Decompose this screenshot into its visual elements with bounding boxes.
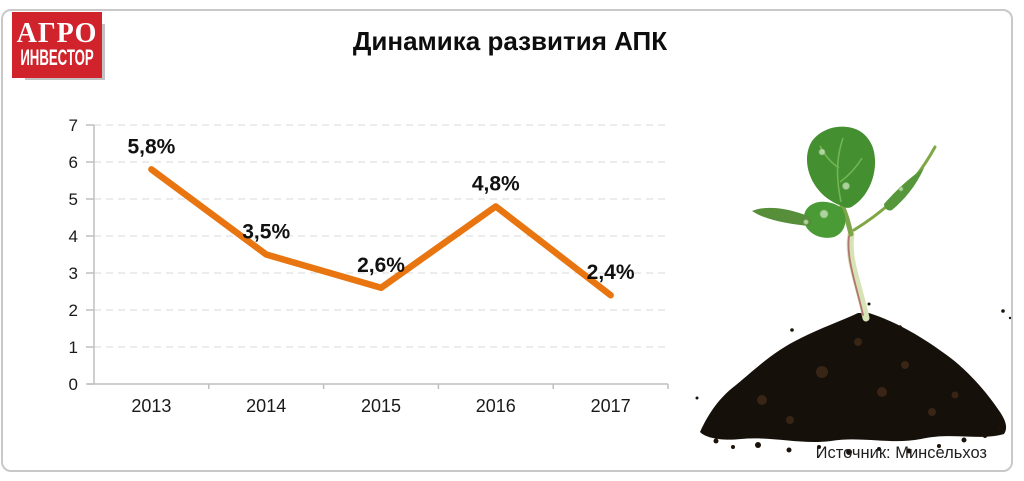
stem-icon bbox=[846, 230, 870, 322]
data-label: 2,4% bbox=[587, 261, 635, 284]
y-tick-label: 1 bbox=[69, 338, 78, 357]
stem-edge bbox=[847, 235, 864, 316]
seedling-illustration bbox=[695, 126, 1012, 455]
data-label: 3,5% bbox=[242, 221, 290, 244]
big-leaf-vein bbox=[819, 137, 863, 203]
y-tick-label: 7 bbox=[69, 116, 78, 135]
data-label: 4,8% bbox=[472, 172, 520, 195]
logo-line1: АГРО bbox=[16, 18, 98, 49]
x-tick-label: 2016 bbox=[476, 396, 516, 416]
left-blade-icon bbox=[752, 207, 812, 226]
data-label: 5,8% bbox=[127, 135, 175, 158]
stem-upper bbox=[839, 203, 854, 237]
logo-line2: ИНВЕСТОР bbox=[20, 45, 94, 71]
data-label: 2,6% bbox=[357, 254, 405, 277]
water-droplets bbox=[803, 148, 904, 225]
y-tick-label: 2 bbox=[69, 301, 78, 320]
branch-leaf-icon bbox=[884, 168, 924, 211]
soil-texture bbox=[757, 338, 959, 424]
x-tick-label: 2017 bbox=[591, 396, 631, 416]
y-tick-label: 5 bbox=[69, 190, 78, 209]
agroinvestor-logo: АГРО ИНВЕСТОР bbox=[12, 12, 102, 78]
trend-line bbox=[148, 166, 614, 299]
chart-title: Динамика развития АПК bbox=[352, 26, 668, 56]
x-tick-label: 2013 bbox=[131, 396, 171, 416]
heart-leaf-icon bbox=[803, 201, 846, 238]
soil-crumbs bbox=[695, 302, 1012, 455]
x-tick-label: 2015 bbox=[361, 396, 401, 416]
soil-mound-icon bbox=[700, 313, 1007, 443]
source-label: Источник: Минсельхоз bbox=[815, 444, 987, 462]
y-tick-label: 0 bbox=[69, 375, 78, 394]
y-tick-label: 4 bbox=[69, 227, 78, 246]
big-leaf-icon bbox=[806, 126, 876, 208]
x-tick-label: 2014 bbox=[246, 396, 286, 416]
plot-area: 0 1 2 3 4 5 6 7 2013 2014 2015 2016 2017 5,8% 3,5% 2,6%… bbox=[69, 116, 669, 416]
y-tick-label: 3 bbox=[69, 264, 78, 283]
y-tick-label: 6 bbox=[69, 153, 78, 172]
